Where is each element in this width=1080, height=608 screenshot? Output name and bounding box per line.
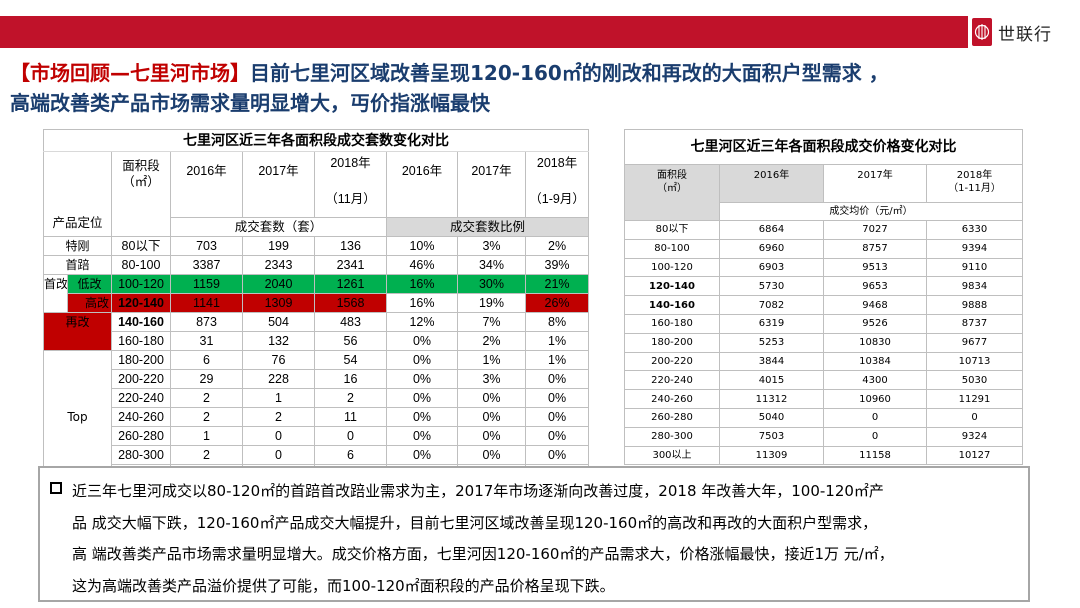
summary-line: 高 端改善类产品市场需求量明显增大。成交价格方面，七里河因120-160㎡的产品… bbox=[72, 545, 894, 563]
header-ratio-2016: 2016年 bbox=[386, 151, 458, 218]
table-row: 180-200 5253 10830 9677 bbox=[624, 332, 1023, 353]
table-row: 240-260 11312 10960 11291 bbox=[624, 389, 1023, 409]
table-row: 首改 低改 100-120 1159 2040 1261 16% 30% 21% bbox=[43, 274, 590, 313]
position-label: 高改 bbox=[67, 293, 112, 313]
price-table: 七里河区近三年各面积段成交价格变化对比 面积段 （㎡） 2016年 2017年 … bbox=[624, 129, 1023, 466]
table-row: 80-100 6960 8757 9394 bbox=[624, 238, 1023, 259]
square-bullet-icon bbox=[50, 482, 62, 494]
volume-table-title: 七里河区近三年各面积段成交套数变化对比 bbox=[42, 129, 590, 152]
header-ratio-2018: 2018年 （1-9月） bbox=[524, 151, 590, 218]
header-positioning: 产品定位 bbox=[43, 151, 112, 237]
table-row: 160-180 6319 9526 8737 bbox=[624, 313, 1023, 334]
table-row: 140-160 7082 9468 9888 bbox=[624, 295, 1023, 315]
headline-line1: 目前七里河区域改善呈现120-160㎡的刚改和再改的大面积户型需求 ， bbox=[250, 61, 889, 85]
summary-line: 近三年七里河成交以80-120㎡的首踣首改踣业需求为主，2017年市场逐渐向改善… bbox=[72, 482, 884, 500]
price-table-title: 七里河区近三年各面积段成交价格变化对比 bbox=[624, 129, 1023, 165]
summary-text: 近三年七里河成交以80-120㎡的首踣首改踣业需求为主，2017年市场逐渐向改善… bbox=[72, 476, 1032, 602]
summary-line: 这为高端改善类产品溢价提供了可能，而100-120㎡面积段的产品价格呈现下跌。 bbox=[72, 576, 615, 595]
header-red-bar bbox=[0, 16, 968, 48]
group-ratio-header: 成交套数比例 bbox=[385, 217, 590, 237]
position-label: Top bbox=[43, 350, 112, 484]
table-row: 240-260 2 2 11 0% 0% 0% bbox=[44, 407, 590, 427]
table-row: 特刚 80以下 703 199 136 10% 3% 2% bbox=[43, 236, 590, 256]
table-row: 80以下 6864 7027 6330 bbox=[624, 220, 1023, 240]
position-label: 首踣 bbox=[43, 255, 112, 275]
header-ratio-2017: 2017年 bbox=[457, 151, 526, 218]
position-label: 再改 bbox=[43, 312, 112, 351]
table-row: 280-300 7503 0 9324 bbox=[624, 426, 1023, 447]
header-area: 面积段 （㎡） bbox=[111, 151, 171, 237]
price-header-2016: 2016年 bbox=[719, 164, 824, 203]
header-count-2016: 2016年 bbox=[170, 151, 243, 218]
price-header-2018: 2018年 （1-11月） bbox=[926, 164, 1023, 203]
header-count-2018: 2018年 （11月） bbox=[314, 151, 387, 218]
table-row: 160-180 31 132 56 0% 2% 1% bbox=[44, 331, 590, 351]
position-label: 特刚 bbox=[43, 236, 112, 256]
table-row: 220-240 4015 4300 5030 bbox=[624, 370, 1023, 391]
table-row: 300以上 11309 11158 10127 bbox=[624, 445, 1023, 466]
summary-line: 品 成交大幅下跌，120-160㎡产品成交大幅提升，目前七里河区域改善呈现120… bbox=[72, 513, 878, 532]
position-label: 低改 bbox=[67, 274, 112, 294]
logo-text: 世联行 bbox=[998, 24, 1052, 45]
table-row: 200-220 3844 10384 10713 bbox=[624, 351, 1023, 372]
table-row: 再改 140-160 873 504 483 12% 7% 8% bbox=[43, 312, 590, 351]
table-row: 首踣 80-100 3387 2343 2341 46% 34% 39% bbox=[43, 255, 590, 275]
price-header-area: 面积段 （㎡） bbox=[624, 164, 720, 221]
table-row: 200-220 29 228 16 0% 3% 0% bbox=[44, 369, 590, 389]
volume-table: 七里河区近三年各面积段成交套数变化对比 产品定位 面积段 （㎡） 2016年 2… bbox=[42, 129, 590, 484]
headline-tag: 【市场回顾—七里河市场】 bbox=[10, 61, 250, 85]
page-headline: 【市场回顾—七里河市场】目前七里河区域改善呈现120-160㎡的刚改和再改的大面… bbox=[10, 58, 1080, 118]
position-label: 首改 bbox=[43, 274, 68, 313]
price-header-2017: 2017年 bbox=[823, 164, 927, 203]
headline-line2: 高端改善类产品市场需求量明显增大，丏价指涨幅最快 bbox=[10, 91, 490, 115]
summary-box: 近三年七里河成交以80-120㎡的首踣首改踣业需求为主，2017年市场逐渐向改善… bbox=[38, 466, 1030, 602]
header-count-2017: 2017年 bbox=[242, 151, 315, 218]
table-row: 260-280 5040 0 0 bbox=[624, 407, 1023, 428]
table-row: Top 180-200 6 76 54 0% 1% 1% bbox=[43, 350, 590, 484]
table-row: 100-120 6903 9513 9110 bbox=[624, 257, 1023, 278]
brand-logo: 世联行 bbox=[972, 17, 1052, 47]
price-group-header: 成交均价（元/㎡） bbox=[719, 202, 1023, 221]
table-row: 高改 120-140 1141 1309 1568 16% 19% 26% bbox=[44, 293, 590, 313]
group-count-header: 成交套数（套） bbox=[170, 217, 387, 237]
logo-icon bbox=[972, 18, 992, 46]
table-row: 120-140 5730 9653 9834 bbox=[624, 276, 1023, 297]
